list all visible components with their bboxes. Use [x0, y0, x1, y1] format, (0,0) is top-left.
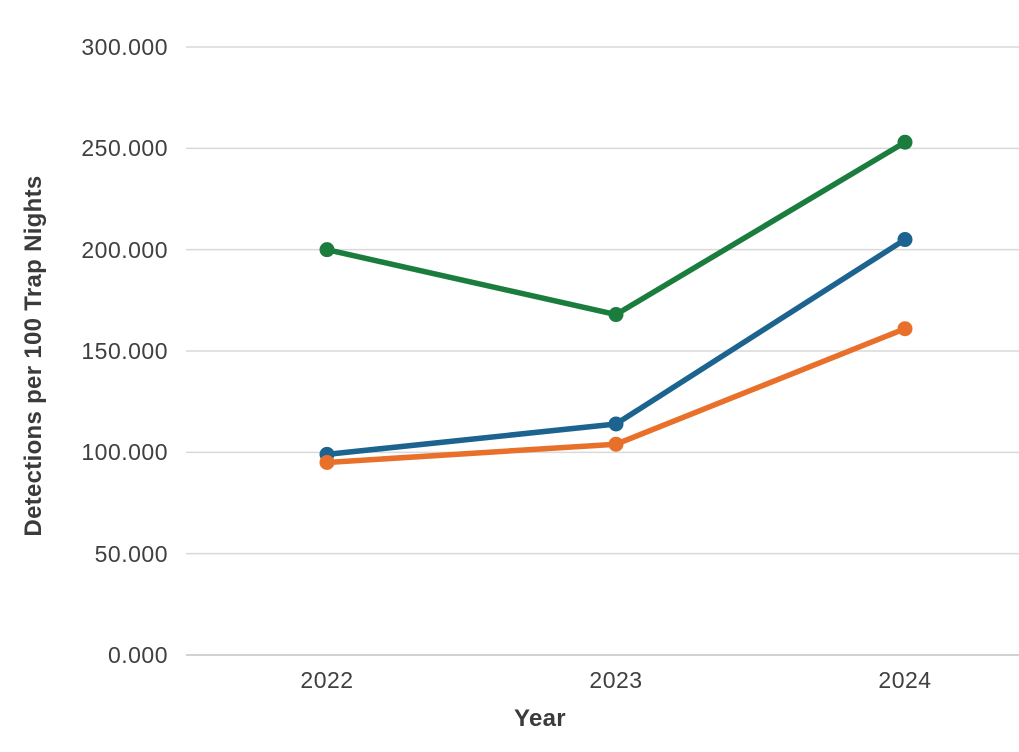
data-point-green-2022: [319, 242, 335, 258]
x-axis-title: Year: [514, 705, 566, 732]
y-axis-tick-label: 250.000: [81, 135, 168, 162]
y-axis-tick-label: 0.000: [107, 642, 168, 668]
y-axis-tick-label: 100.000: [81, 439, 168, 466]
data-point-blue-2024: [897, 232, 913, 248]
data-point-orange-2022: [319, 454, 335, 470]
data-point-orange-2024: [897, 321, 913, 337]
y-axis-tick-label: 300.000: [81, 34, 168, 60]
data-point-blue-2023: [608, 416, 624, 432]
x-axis-tick-label: 2024: [878, 667, 932, 693]
data-point-orange-2023: [608, 436, 624, 452]
series-line-green: [324, 139, 908, 318]
x-axis-tick-label: 2022: [300, 667, 354, 693]
y-axis-tick-label: 200.000: [81, 236, 168, 263]
y-axis-tick-label: 150.000: [81, 338, 168, 364]
x-axis-tick-label: 2023: [589, 667, 643, 693]
data-point-green-2024: [897, 134, 913, 150]
y-axis-tick-label: 50.000: [94, 540, 168, 567]
data-point-green-2023: [608, 307, 624, 323]
